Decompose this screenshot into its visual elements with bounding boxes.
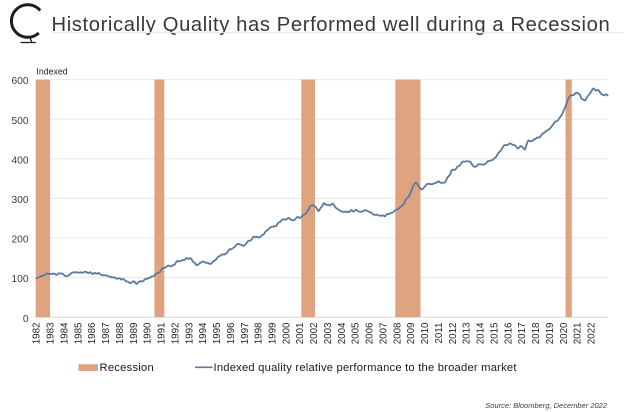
svg-text:400: 400 [12,155,29,166]
svg-text:500: 500 [12,116,29,127]
svg-text:1982: 1982 [32,323,43,345]
svg-text:1989: 1989 [129,323,140,345]
svg-text:2015: 2015 [489,322,500,344]
svg-text:2016: 2016 [503,322,514,344]
svg-text:1983: 1983 [46,322,57,344]
svg-text:1991: 1991 [157,323,168,345]
svg-text:2014: 2014 [476,322,487,344]
svg-text:2017: 2017 [517,323,528,345]
svg-text:0: 0 [23,314,29,325]
svg-text:1988: 1988 [115,322,126,344]
svg-text:100: 100 [12,274,29,285]
svg-text:2000: 2000 [281,322,292,344]
svg-text:2004: 2004 [337,322,348,344]
svg-text:1996: 1996 [226,322,237,344]
svg-text:Indexed: Indexed [36,67,67,77]
svg-text:1997: 1997 [240,323,251,345]
svg-text:600: 600 [12,76,29,87]
svg-text:1998: 1998 [254,322,265,344]
svg-text:Source: Bloomberg, December 20: Source: Bloomberg, December 2022 [485,401,608,410]
svg-text:2006: 2006 [365,322,376,344]
svg-text:2007: 2007 [378,323,389,345]
svg-text:1985: 1985 [73,322,84,344]
svg-text:2021: 2021 [573,323,584,345]
svg-text:2009: 2009 [406,323,417,345]
svg-text:1990: 1990 [143,322,154,344]
svg-text:2013: 2013 [462,322,473,344]
svg-text:2019: 2019 [545,323,556,345]
svg-text:1992: 1992 [170,323,181,345]
svg-text:1984: 1984 [59,322,70,344]
svg-text:2011: 2011 [434,323,445,344]
svg-text:2020: 2020 [559,322,570,344]
svg-text:2001: 2001 [295,323,306,345]
svg-text:Historically Quality has Perfo: Historically Quality has Performed well … [52,14,611,36]
svg-text:1994: 1994 [198,322,209,344]
svg-text:1999: 1999 [268,323,279,345]
svg-text:1995: 1995 [212,322,223,344]
svg-text:Recession: Recession [100,362,154,374]
svg-text:2010: 2010 [420,322,431,344]
svg-text:2002: 2002 [309,323,320,345]
svg-text:2018: 2018 [531,322,542,344]
svg-text:1987: 1987 [101,323,112,345]
svg-text:200: 200 [12,235,29,246]
svg-text:1986: 1986 [87,322,98,344]
svg-text:2012: 2012 [448,323,459,345]
svg-text:1993: 1993 [184,322,195,344]
svg-text:2022: 2022 [587,323,598,345]
svg-text:Indexed quality relative perfo: Indexed quality relative performance to … [214,362,518,374]
svg-text:2005: 2005 [351,322,362,344]
svg-text:300: 300 [12,195,29,206]
svg-text:2003: 2003 [323,322,334,344]
svg-text:2008: 2008 [392,322,403,344]
